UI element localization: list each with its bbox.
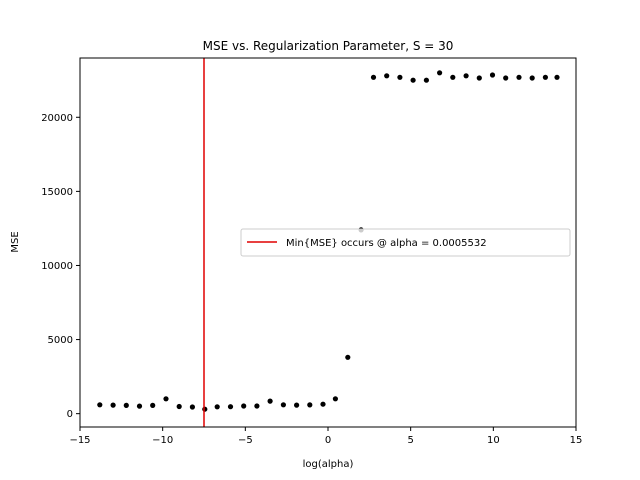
y-axis-title: MSE [10,231,21,252]
data-point [345,354,351,360]
data-point [254,403,260,409]
x-tick-label: 10 [487,435,500,446]
x-axis-title: log(alpha) [303,459,354,470]
data-point [503,75,509,81]
x-tick-label: 15 [570,435,583,446]
data-point [136,403,143,409]
data-point [150,402,156,408]
data-point [516,74,522,80]
data-point [189,404,195,410]
y-axis-ticks: 0 5000 10000 15000 20000 [41,113,80,420]
chart-title: MSE vs. Regularization Parameter, S = 30 [203,39,454,53]
data-point [384,73,390,79]
data-point [410,77,416,83]
data-point [110,402,116,408]
data-point [450,74,456,80]
x-tick-label: 5 [407,435,413,446]
data-point [437,70,443,76]
data-point [554,74,560,80]
x-tick-label: 0 [325,435,331,446]
data-point [320,401,326,407]
data-point [423,77,429,83]
data-point [163,396,169,402]
data-point [294,402,300,408]
data-point [370,74,377,80]
data-point [241,403,247,409]
data-point [280,402,286,408]
data-point [227,404,234,410]
data-point [267,398,273,404]
data-point [463,73,469,79]
data-point [332,396,338,402]
data-point [307,402,313,408]
data-point [202,406,208,412]
legend-box [240,228,571,257]
data-point [97,402,103,408]
data-point [489,72,496,78]
y-tick-label: 15000 [41,187,73,198]
data-point [176,403,182,410]
data-point [214,404,220,410]
y-tick-label: 5000 [48,335,73,346]
data-point [542,74,549,80]
x-tick-label: −5 [238,435,253,446]
x-tick-label: −15 [69,435,90,446]
legend: Min{MSE} occurs @ alpha = 0.0005532 [240,228,571,257]
data-point [476,75,482,81]
y-tick-label: 10000 [41,261,73,272]
x-tick-label: −10 [152,435,173,446]
y-tick-label: 0 [67,409,73,420]
data-point [123,402,129,408]
y-tick-label: 20000 [41,113,73,124]
data-point [397,74,403,80]
x-axis-ticks: −15 −10 −5 0 5 10 15 [69,427,582,446]
data-point [529,75,535,81]
legend-label: Min{MSE} occurs @ alpha = 0.0005532 [286,238,487,249]
